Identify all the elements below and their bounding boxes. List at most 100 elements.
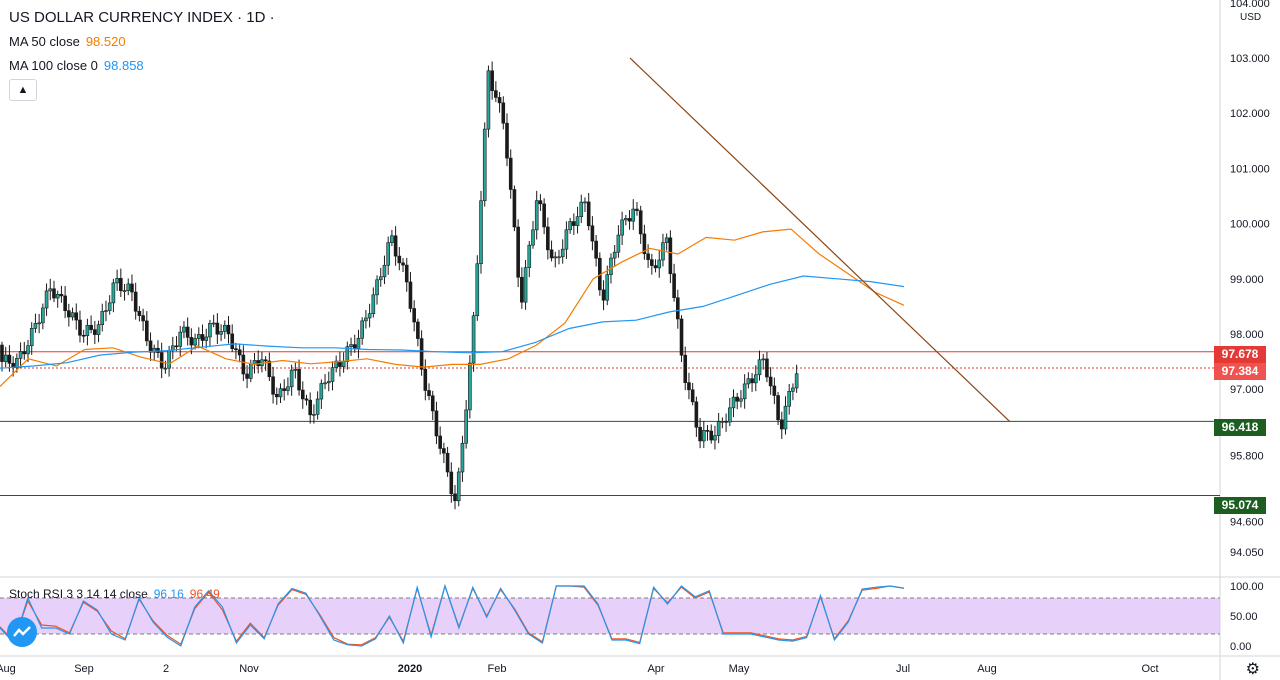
candle xyxy=(572,221,576,226)
candle xyxy=(642,233,647,255)
candle xyxy=(330,367,335,382)
candle xyxy=(3,354,8,362)
candle xyxy=(93,329,97,335)
x-tick-label: 2020 xyxy=(398,663,422,675)
candle xyxy=(345,346,350,362)
candle xyxy=(676,297,680,320)
trendline[interactable] xyxy=(629,57,1011,423)
candle xyxy=(430,395,435,412)
stoch-legend[interactable]: Stoch RSI 3 3 14 14 close 96.16 96.49 xyxy=(9,587,220,601)
support1-price-label: 96.418 xyxy=(1214,419,1266,436)
candle xyxy=(122,290,127,292)
ma100-line xyxy=(0,275,905,369)
candle xyxy=(22,351,27,355)
candle xyxy=(41,307,45,324)
candle xyxy=(724,421,728,423)
x-tick-label: 2 xyxy=(163,663,169,675)
candle xyxy=(81,334,86,337)
candle xyxy=(590,225,595,242)
candle xyxy=(182,326,186,333)
candle xyxy=(445,452,450,473)
candle xyxy=(185,326,190,338)
candle xyxy=(497,97,502,104)
candle xyxy=(653,265,658,269)
candle xyxy=(300,389,305,400)
candle xyxy=(197,334,201,339)
candle xyxy=(527,244,532,268)
y-tick-label: 102.000 xyxy=(1230,108,1270,120)
x-tick-label: May xyxy=(729,663,750,675)
candle xyxy=(349,344,353,347)
candle xyxy=(505,122,509,159)
candle xyxy=(490,70,494,91)
candle xyxy=(419,338,424,370)
tradingview-logo-icon[interactable] xyxy=(7,617,37,647)
candle xyxy=(687,382,691,391)
ma50-legend[interactable]: MA 50 close 98.520 xyxy=(9,34,126,49)
candle xyxy=(115,278,119,284)
candle xyxy=(624,218,628,221)
candle xyxy=(252,360,257,365)
candle xyxy=(482,128,487,202)
y-tick-label: 97.000 xyxy=(1230,384,1264,396)
candle xyxy=(657,259,662,269)
ma100-label: MA 100 close 0 xyxy=(9,58,98,73)
candle xyxy=(683,354,688,383)
candle xyxy=(222,324,227,332)
x-tick-label: Feb xyxy=(488,663,507,675)
gear-icon[interactable]: ⚙ xyxy=(1245,661,1260,678)
stoch-tick-label: 100.00 xyxy=(1230,581,1264,593)
x-tick-label: Nov xyxy=(239,663,259,675)
candle xyxy=(226,324,231,335)
candle xyxy=(401,262,405,266)
candle xyxy=(289,369,294,388)
candle xyxy=(416,321,420,339)
candle xyxy=(29,328,34,347)
candle xyxy=(85,324,90,336)
y-tick-label: 104.000 xyxy=(1230,0,1270,10)
candle xyxy=(126,283,131,291)
candle xyxy=(442,448,446,454)
stoch-k-value: 96.16 xyxy=(153,587,184,601)
candle xyxy=(516,226,520,278)
candle xyxy=(393,235,398,257)
candle xyxy=(248,363,253,379)
candle xyxy=(52,288,56,299)
candle xyxy=(293,369,298,371)
candle xyxy=(620,219,624,236)
x-tick-label: Jul xyxy=(896,663,910,675)
candle xyxy=(104,310,108,312)
candle xyxy=(397,255,402,264)
candle xyxy=(453,493,457,502)
candle xyxy=(449,471,454,495)
ma100-legend[interactable]: MA 100 close 0 98.858 xyxy=(9,58,144,73)
candle xyxy=(709,430,714,441)
candle xyxy=(204,336,209,341)
candle xyxy=(26,345,30,355)
collapse-legend-button[interactable]: ▲ xyxy=(9,79,37,101)
candle xyxy=(386,242,390,266)
candle xyxy=(605,274,610,301)
candle xyxy=(141,315,145,322)
candle xyxy=(408,281,413,309)
candle xyxy=(367,313,372,319)
candle xyxy=(274,393,279,398)
candle xyxy=(189,337,194,346)
candle xyxy=(230,333,235,349)
candle xyxy=(263,359,268,362)
candle xyxy=(486,70,491,130)
stoch-label: Stoch RSI 3 3 14 14 close xyxy=(9,587,148,601)
candle xyxy=(456,471,461,502)
candle xyxy=(297,369,301,391)
candle xyxy=(586,201,591,227)
candle xyxy=(705,430,710,432)
candle xyxy=(768,376,773,387)
candle xyxy=(174,345,179,348)
candle xyxy=(631,208,636,222)
candle xyxy=(319,383,324,400)
candle xyxy=(163,367,168,370)
candle xyxy=(594,240,598,259)
stoch-tick-label: 50.00 xyxy=(1230,611,1258,623)
candle xyxy=(100,311,105,325)
